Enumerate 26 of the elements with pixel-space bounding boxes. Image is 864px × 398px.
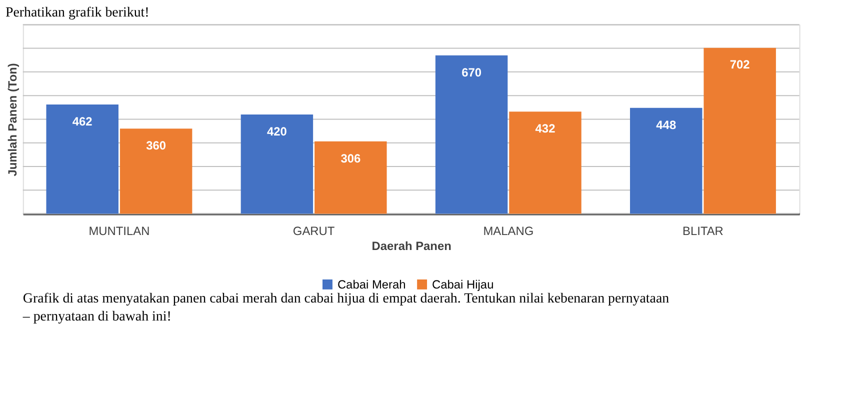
bar: [435, 55, 508, 214]
data-label: 420: [266, 124, 288, 138]
chart-title: Perhatikan grafik berikut!: [5, 6, 150, 21]
data-label: 432: [535, 122, 556, 136]
data-label: 702: [730, 58, 750, 72]
x-tick-label: MUNTILAN: [88, 224, 150, 238]
bar: [46, 104, 118, 214]
y-axis-title: Jumlah Panen (Ton): [5, 63, 20, 176]
data-label: 462: [72, 114, 93, 128]
x-tick-label: MALANG: [483, 224, 534, 238]
legend-label: Cabai Merah: [337, 277, 406, 292]
legend-label: Cabai Hijau: [432, 277, 494, 292]
text: Grafik di atas menyatakan panen cabai merah dan cabai hijua di empat daerah. Tentukan nilai kebenaran pernyataan – pernyataan di bawah ini!: [22, 291, 670, 324]
x-tick-label: BLITAR: [682, 224, 724, 238]
data-label: 670: [462, 65, 482, 80]
x-axis-title: Daerah Panen: [372, 239, 452, 254]
bar: [704, 48, 776, 214]
data-label: 306: [340, 151, 361, 166]
bar: [630, 108, 702, 214]
bar: [120, 128, 192, 214]
x-tick-label: GARUT: [292, 224, 336, 238]
bar: [509, 112, 582, 214]
bar: [314, 141, 387, 214]
bar: [240, 114, 314, 214]
data-label: 360: [146, 138, 166, 153]
data-label: 448: [656, 118, 676, 132]
